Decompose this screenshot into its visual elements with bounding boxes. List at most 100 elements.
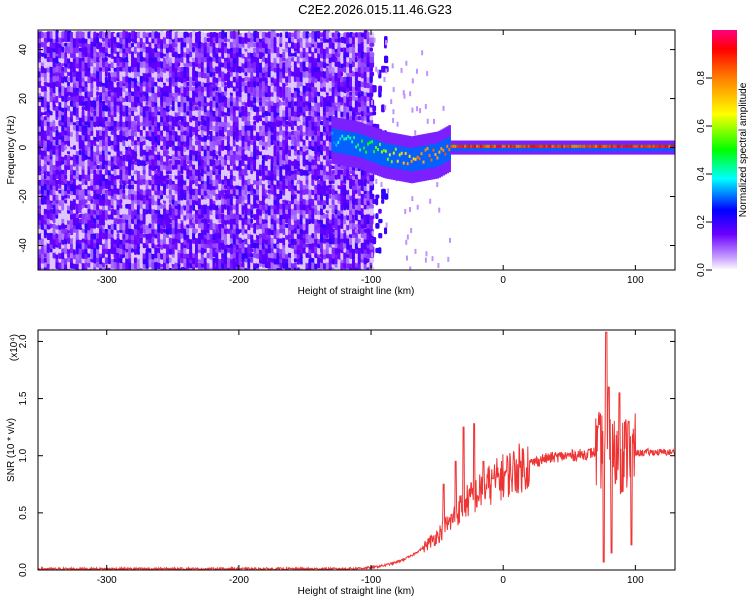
heatmap-cell	[270, 159, 274, 165]
heatmap-cell	[128, 135, 132, 140]
heatmap-cell	[165, 184, 169, 189]
heatmap-cell	[276, 247, 280, 254]
heatmap-cell	[308, 193, 313, 200]
heatmap-cell	[142, 194, 146, 199]
heatmap-cell	[224, 227, 228, 235]
heatmap-cell	[247, 110, 252, 116]
heatmap-cell	[96, 257, 100, 263]
heatmap-cell	[177, 223, 182, 229]
heatmap-cell	[226, 232, 231, 239]
heatmap-cell	[136, 56, 141, 63]
heatmap-cell	[52, 247, 56, 253]
heatmap-cell	[165, 179, 170, 185]
heatmap-cell	[96, 36, 99, 43]
heatmap-cell	[288, 36, 292, 44]
heatmap-cell	[142, 198, 146, 205]
heatmap-cell	[209, 100, 213, 107]
heatmap-cell	[299, 31, 303, 38]
heatmap-cell	[40, 138, 44, 148]
heatmap-cell	[171, 125, 176, 131]
heatmap-cell	[67, 45, 71, 54]
heatmap-cell	[107, 86, 111, 91]
heatmap-cell	[314, 167, 319, 177]
heatmap-cell	[308, 188, 312, 196]
heatmap-cell	[250, 257, 254, 263]
heatmap-cell	[122, 183, 126, 190]
heatmap-cell	[174, 84, 178, 93]
heatmap-cell	[299, 217, 303, 225]
heatmap-cell	[308, 45, 313, 54]
heatmap-cell	[282, 84, 286, 93]
heatmap-cell	[282, 218, 286, 224]
heatmap-cell	[258, 267, 263, 270]
heatmap-cell	[256, 187, 260, 196]
heatmap-cell	[200, 115, 205, 122]
heatmap-cell	[224, 135, 228, 140]
heatmap-cell	[221, 41, 225, 48]
heatmap-cell	[186, 32, 190, 38]
heatmap-cell	[107, 75, 112, 83]
heatmap-cell	[189, 105, 193, 111]
heatmap-cell	[139, 227, 144, 234]
heatmap-cell	[320, 123, 324, 133]
heatmap-cell	[317, 228, 321, 234]
heatmap-cell	[145, 184, 150, 190]
heatmap-cell	[180, 36, 185, 43]
heatmap-cell	[235, 213, 239, 219]
heatmap-cell	[299, 247, 304, 254]
heatmap-cell	[267, 31, 271, 39]
heatmap-cell	[195, 116, 199, 121]
heatmap-cell	[221, 217, 225, 225]
heatmap-cell	[308, 149, 313, 156]
heatmap-cell	[171, 150, 176, 155]
heatmap-cell	[84, 184, 88, 190]
heatmap-cell	[180, 238, 184, 243]
heatmap-cell	[46, 56, 51, 63]
heatmap-cell	[253, 184, 257, 189]
heatmap-cell	[288, 32, 292, 38]
heatmap-cell	[52, 61, 57, 68]
heatmap-cell	[81, 223, 86, 229]
heatmap-cell	[288, 216, 292, 226]
heatmap-cell	[186, 91, 191, 97]
heatmap-cell	[107, 109, 113, 117]
heatmap-cell	[261, 218, 266, 225]
heatmap-cell	[101, 192, 106, 201]
heatmap-cell	[64, 134, 68, 141]
heatmap-cell	[151, 139, 155, 146]
heatmap-cell	[218, 182, 222, 191]
heatmap-cell	[273, 139, 277, 147]
heatmap-cell	[224, 85, 228, 92]
heatmap-cell	[311, 30, 316, 39]
heatmap-cell	[285, 262, 289, 268]
heatmap-cell	[296, 145, 300, 150]
heatmap-cell	[125, 198, 129, 204]
heatmap-cell	[288, 56, 292, 62]
heatmap-cell	[189, 212, 193, 220]
heatmap-cell	[119, 179, 123, 185]
heatmap-cell	[148, 203, 153, 209]
heatmap-cell	[189, 108, 193, 118]
heatmap-cell	[101, 257, 106, 263]
heatmap-cell	[165, 197, 170, 206]
heatmap-cell	[273, 89, 278, 98]
heatmap-cell	[264, 247, 269, 254]
heatmap-cell	[139, 174, 143, 180]
heatmap-cell	[192, 42, 196, 47]
heatmap-cell	[241, 213, 246, 219]
heatmap-cell	[195, 177, 199, 187]
heatmap-cell	[131, 115, 135, 122]
heatmap-cell	[183, 154, 188, 160]
heatmap-cell	[87, 169, 91, 175]
heatmap-cell	[157, 139, 161, 146]
heatmap-cell	[160, 227, 164, 234]
heatmap-cell	[90, 31, 94, 39]
heatmap-cell	[311, 177, 315, 186]
heatmap-cell	[331, 111, 335, 116]
heatmap-cell	[101, 42, 106, 48]
heatmap-cell	[279, 59, 283, 69]
heatmap-cell	[282, 208, 286, 214]
heatmap-cell	[84, 110, 88, 117]
heatmap-cell	[311, 51, 315, 58]
heatmap-cell	[145, 178, 150, 186]
